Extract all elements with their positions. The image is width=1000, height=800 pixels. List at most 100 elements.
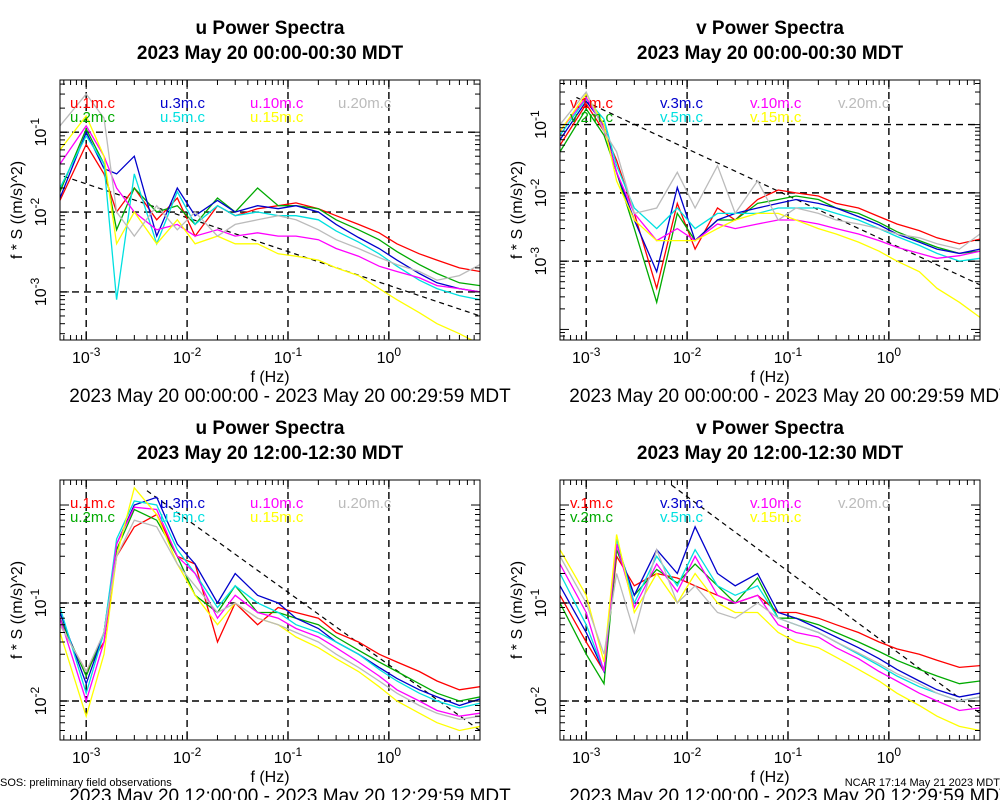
reference-slope-line — [576, 96, 980, 286]
y-tick-label: 10-1 — [28, 588, 50, 617]
legend-entry-v-3m-c: v.3m.c — [660, 495, 704, 512]
y-axis-label: f * S ((m/s)^2) — [509, 161, 526, 259]
legend-entry-v-15m-c: v.15m.c — [750, 509, 802, 526]
panel-title: u Power Spectra — [196, 18, 345, 39]
x-tick-label: 10-1 — [774, 345, 803, 367]
x-tick-label: 100 — [877, 345, 902, 367]
plot-frame — [59, 479, 481, 741]
series-line-v-20m-c — [560, 547, 980, 702]
y-tick-label: 10-1 — [528, 110, 550, 139]
series-line-v-2m-c — [560, 549, 980, 686]
x-tick-label: 10-2 — [673, 345, 702, 367]
legend-entry-u-1m-c: u.1m.c — [70, 95, 116, 112]
legend-entry-v-10m-c: v.10m.c — [750, 495, 802, 512]
legend-entry-u-10m-c: u.10m.c — [250, 495, 304, 512]
legend-entry-u-3m-c: u.3m.c — [160, 95, 206, 112]
legend-entry-u-5m-c: u.5m.c — [160, 109, 206, 126]
panel-subtitle: 2023 May 20 12:00-12:30 MDT — [637, 443, 904, 464]
plot-area — [60, 80, 480, 340]
legend-entry-v-10m-c: v.10m.c — [750, 95, 802, 112]
series-line-u-1m-c — [60, 513, 480, 691]
legend-entry-u-2m-c: u.2m.c — [70, 509, 116, 526]
x-axis-label: f (Hz) — [250, 769, 289, 786]
panel-subtitle: 2023 May 20 00:00-00:30 MDT — [637, 43, 904, 64]
legend-entry-v-1m-c: v.1m.c — [570, 95, 614, 112]
legend-entry-v-2m-c: v.2m.c — [570, 509, 614, 526]
reference-slope-line — [671, 484, 980, 714]
time-range-footer: 2023 May 20 12:00:00 - 2023 May 20 12:29… — [69, 786, 511, 800]
plot-frame — [559, 479, 981, 741]
series-line-u-20m-c — [60, 93, 480, 281]
series-line-u-3m-c — [60, 496, 480, 707]
y-tick-label: 10-2 — [528, 178, 550, 207]
x-tick-label: 10-3 — [72, 345, 101, 367]
x-tick-label: 10-3 — [572, 345, 601, 367]
x-tick-label: 10-2 — [673, 745, 702, 767]
legend-entry-u-5m-c: u.5m.c — [160, 509, 206, 526]
reference-slope-line — [63, 175, 480, 317]
series-line-u-3m-c — [60, 130, 480, 293]
x-axis-label: f (Hz) — [750, 369, 789, 386]
x-axis-label: f (Hz) — [250, 369, 289, 386]
series-line-u-10m-c — [60, 124, 480, 293]
plot-area — [560, 480, 980, 740]
series-line-u-15m-c — [60, 114, 473, 340]
series-line-v-15m-c — [560, 534, 980, 732]
x-tick-label: 10-3 — [572, 745, 601, 767]
y-tick-label: 10-2 — [28, 197, 50, 226]
panel-title: u Power Spectra — [196, 418, 345, 439]
series-line-u-5m-c — [60, 134, 480, 301]
series-line-v-5m-c — [560, 97, 980, 262]
time-range-footer: 2023 May 20 00:00:00 - 2023 May 20 00:29… — [69, 386, 511, 407]
legend-entry-u-3m-c: u.3m.c — [160, 495, 206, 512]
series-line-v-15m-c — [560, 92, 980, 318]
legend-entry-u-2m-c: u.2m.c — [70, 109, 116, 126]
y-axis-label: f * S ((m/s)^2) — [9, 561, 26, 659]
legend-entry-v-5m-c: v.5m.c — [660, 509, 704, 526]
panel-title: v Power Spectra — [696, 18, 844, 39]
panel-v-early: v Power Spectra 2023 May 20 00:00-00:30 M… — [509, 18, 1000, 407]
footnote-timestamp: NCAR 17:14 May 21 2023 MDT — [844, 777, 1000, 789]
legend-entry-u-20m-c: u.20m.c — [338, 495, 392, 512]
x-tick-label: 10-1 — [274, 745, 303, 767]
legend-entry-u-20m-c: u.20m.c — [338, 95, 392, 112]
y-tick-label: 10-1 — [28, 118, 50, 147]
y-axis-label: f * S ((m/s)^2) — [9, 161, 26, 259]
x-tick-label: 100 — [377, 745, 402, 767]
series-line-v-3m-c — [560, 100, 980, 274]
x-tick-label: 100 — [377, 345, 402, 367]
plot-area — [560, 80, 980, 340]
legend-entry-v-5m-c: v.5m.c — [660, 109, 704, 126]
plot-area — [60, 480, 480, 740]
legend-entry-u-15m-c: u.15m.c — [250, 509, 304, 526]
panel-subtitle: 2023 May 20 00:00-00:30 MDT — [137, 43, 404, 64]
footnote-source: SOS: preliminary field observations — [0, 777, 172, 789]
x-tick-label: 10-1 — [774, 745, 803, 767]
legend-entry-v-20m-c: v.20m.c — [838, 95, 890, 112]
legend-entry-u-1m-c: u.1m.c — [70, 495, 116, 512]
panel-v-noon: v Power Spectra 2023 May 20 12:00-12:30 M… — [509, 418, 1000, 800]
reference-slope-line — [146, 490, 480, 731]
y-axis-label: f * S ((m/s)^2) — [509, 561, 526, 659]
series-line-u-2m-c — [60, 127, 480, 287]
x-tick-label: 10-1 — [274, 345, 303, 367]
x-tick-label: 100 — [877, 745, 902, 767]
x-tick-label: 10-3 — [72, 745, 101, 767]
panel-u-noon: u Power Spectra 2023 May 20 12:00-12:30 M… — [9, 418, 511, 800]
series-line-u-20m-c — [60, 519, 480, 720]
y-tick-label: 10-1 — [528, 588, 550, 617]
plot-frame — [559, 79, 981, 341]
series-line-u-2m-c — [60, 508, 480, 702]
x-tick-label: 10-2 — [173, 745, 202, 767]
legend-entry-v-3m-c: v.3m.c — [660, 95, 704, 112]
plot-frame — [59, 79, 481, 341]
series-line-v-10m-c — [560, 96, 980, 259]
time-range-footer: 2023 May 20 12:00:00 - 2023 May 20 12:29… — [569, 786, 1000, 800]
series-line-u-10m-c — [60, 506, 480, 717]
x-axis-label: f (Hz) — [750, 769, 789, 786]
panel-subtitle: 2023 May 20 12:00-12:30 MDT — [137, 443, 404, 464]
legend-entry-v-20m-c: v.20m.c — [838, 495, 890, 512]
y-tick-label: 10-2 — [28, 686, 50, 715]
legend-entry-u-15m-c: u.15m.c — [250, 109, 304, 126]
